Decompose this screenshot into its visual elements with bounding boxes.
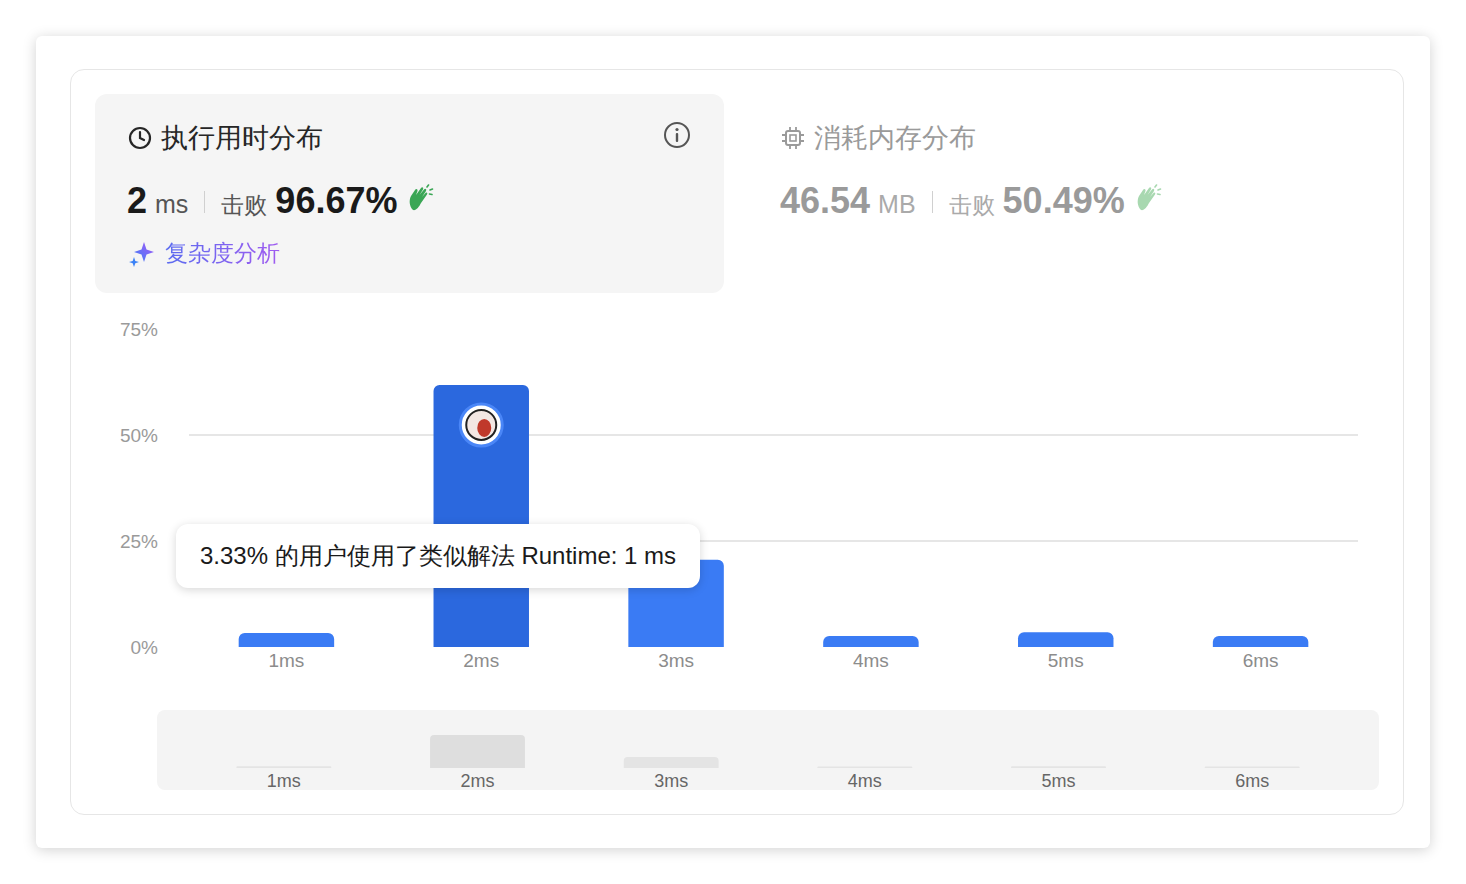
svg-text:4ms: 4ms <box>853 650 889 671</box>
svg-text:0%: 0% <box>131 637 159 658</box>
html-text:消耗内存分布: 消耗内存分布 <box>814 123 976 153</box>
svg-text:5ms: 5ms <box>1041 771 1075 790</box>
svg-text:2ms: 2ms <box>460 771 494 790</box>
svg-text:3ms: 3ms <box>654 771 688 790</box>
svg-text:1ms: 1ms <box>268 650 304 671</box>
html-text:复杂度分析: 复杂度分析 <box>165 240 280 266</box>
html-text:击败 96.67%: 击败 96.67% <box>221 180 398 221</box>
html-text:3.33% 的用户使用了类似解法 Runtime: 1 ms: 3.33% 的用户使用了类似解法 Runtime: 1 ms <box>200 542 677 569</box>
svg-text:75%: 75% <box>120 319 158 340</box>
svg-text:25%: 25% <box>120 531 158 552</box>
html-text:击败 50.49%: 击败 50.49% <box>948 180 1125 221</box>
svg-text:6ms: 6ms <box>1243 650 1279 671</box>
html-text:46.54 MB: 46.54 MB <box>780 180 916 221</box>
html-text:2 ms: 2 ms <box>127 180 189 221</box>
svg-text:5ms: 5ms <box>1048 650 1084 671</box>
svg-text:4ms: 4ms <box>848 771 882 790</box>
svg-text:6ms: 6ms <box>1235 771 1269 790</box>
svg-text:1ms: 1ms <box>267 771 301 790</box>
svg-text:3ms: 3ms <box>658 650 694 671</box>
svg-text:2ms: 2ms <box>463 650 499 671</box>
svg-text:50%: 50% <box>120 425 158 446</box>
html-text:执行用时分布: 执行用时分布 <box>161 123 323 153</box>
